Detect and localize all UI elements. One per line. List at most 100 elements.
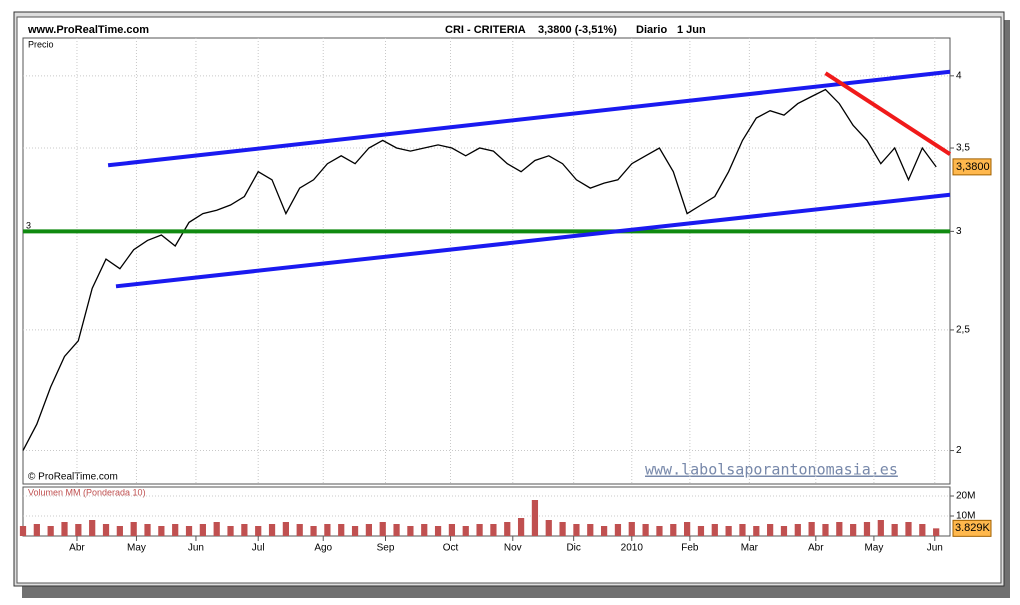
volume-bar [296, 524, 303, 536]
volume-bar [587, 524, 594, 536]
trend-line [824, 71, 952, 156]
volume-bar [877, 520, 884, 536]
panel-label: Precio [28, 39, 54, 49]
volume-bar [531, 500, 539, 536]
symbol: CRI - CRITERIA [445, 24, 526, 36]
x-tick-label: Abr [69, 543, 85, 554]
volume-bar [794, 524, 801, 536]
volume-bar [725, 526, 732, 536]
volume-bar [448, 524, 456, 536]
x-tick-label: Oct [443, 543, 459, 554]
volume-bar [199, 524, 206, 536]
volume-bar [850, 524, 857, 536]
volume-bar [863, 522, 871, 536]
copyright: © ProRealTime.com [28, 472, 118, 483]
volume-bar [822, 524, 829, 536]
volume-bar [185, 526, 193, 536]
volume-bar [172, 524, 179, 536]
x-tick-label: Feb [681, 543, 699, 554]
date: 1 Jun [677, 24, 706, 36]
last-price-label: 3,3800 [956, 161, 990, 173]
volume-bar [905, 522, 912, 536]
volume-bar [476, 524, 483, 536]
volume-bar [739, 524, 746, 536]
volume-bar [600, 526, 608, 536]
volume-bar [19, 526, 27, 536]
price-plot [22, 37, 951, 485]
volume-bar [808, 522, 815, 536]
volume-bar [89, 520, 96, 536]
y-tick-label: 10M [956, 511, 975, 522]
volume-bar [628, 522, 635, 536]
volume-bar [379, 522, 386, 536]
volume-bar [268, 524, 276, 536]
volume-bar [697, 526, 705, 536]
volume-bar [753, 526, 760, 536]
x-tick-label: Mar [741, 543, 759, 554]
y-tick-label: 2,5 [956, 325, 970, 336]
x-tick-label: May [864, 543, 883, 554]
volume-bar [434, 526, 442, 536]
volume-bar [614, 524, 622, 536]
volume-bar [780, 526, 788, 536]
volume-bar [130, 522, 137, 536]
volume-bar [490, 524, 497, 536]
last-volume-label: 3.829K [955, 522, 991, 534]
last-volume-box [952, 519, 992, 537]
x-tick-label: Sep [377, 543, 395, 554]
volume-bar [47, 526, 54, 536]
trend-line [107, 69, 951, 168]
volume-bar [227, 526, 234, 536]
volume-bar [407, 526, 414, 536]
x-tick-label: Abr [808, 543, 824, 554]
volume-bar [559, 522, 566, 536]
volume-bar [891, 524, 898, 536]
volume-bar [573, 524, 580, 536]
support-label: 3 [26, 221, 31, 231]
volume-bar [504, 522, 511, 536]
x-tick-label: Dic [566, 543, 580, 554]
volume-bar [684, 522, 691, 536]
y-tick-label: 3 [956, 226, 962, 237]
volume-bar [421, 524, 428, 536]
x-tick-label: Ago [314, 543, 332, 554]
volume-bar [338, 524, 345, 536]
y-tick-label: 2 [956, 445, 962, 456]
y-tick-label: 4 [956, 70, 962, 81]
volume-bar [310, 526, 317, 536]
volume-bar [767, 524, 774, 536]
x-tick-label: Jun [188, 543, 204, 554]
volume-bar [393, 524, 400, 536]
price-line [22, 88, 937, 451]
volume-bar [933, 528, 940, 536]
volume-bar [656, 526, 663, 536]
volume-bar [144, 524, 151, 536]
volume-bar [351, 526, 359, 536]
volume-bar [158, 526, 165, 536]
x-tick-label: Nov [504, 543, 522, 554]
trend-line [115, 192, 951, 289]
volume-bar [836, 522, 843, 536]
x-tick-label: May [127, 543, 146, 554]
volume-bar [241, 524, 248, 536]
volume-bar [102, 524, 110, 536]
volume-bar [75, 524, 82, 536]
y-tick-label: 20M [956, 491, 975, 502]
quote: 3,3800 (-3,51%) [538, 24, 617, 36]
volume-bar [213, 522, 220, 536]
volume-bar [517, 518, 525, 536]
x-tick-label: Jul [252, 543, 265, 554]
volume-bar [919, 524, 926, 536]
volume-bar [670, 524, 677, 536]
y-tick-label: 3,5 [956, 143, 970, 154]
x-tick-label: Jun [927, 543, 943, 554]
watermark: www.labolsaporantonomasia.es [645, 461, 898, 479]
volume-bar [711, 524, 718, 536]
x-tick-label: 2010 [621, 543, 644, 554]
volume-bar [324, 524, 331, 536]
volume-bar [282, 522, 289, 536]
volume-bar [545, 520, 552, 536]
volume-bar [255, 526, 262, 536]
volume-bar [61, 522, 68, 536]
